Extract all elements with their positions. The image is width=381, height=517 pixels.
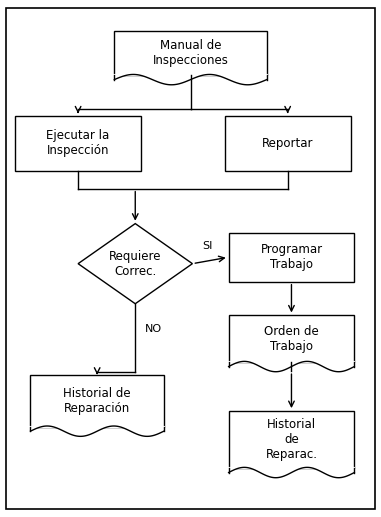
- Polygon shape: [78, 223, 192, 304]
- Bar: [15, 116, 141, 171]
- Bar: [225, 116, 351, 171]
- Polygon shape: [229, 467, 354, 478]
- Bar: [229, 411, 354, 468]
- Bar: [229, 315, 354, 362]
- Text: Manual de
Inspecciones: Manual de Inspecciones: [152, 39, 229, 67]
- Text: Orden de
Trabajo: Orden de Trabajo: [264, 325, 319, 353]
- Text: Historial de
Reparación: Historial de Reparación: [63, 387, 131, 415]
- Bar: [229, 315, 354, 362]
- Text: Reportar: Reportar: [262, 137, 314, 150]
- Text: SI: SI: [202, 241, 212, 251]
- Text: Programar
Trabajo: Programar Trabajo: [260, 243, 323, 271]
- Text: Ejecutar la
Inspección: Ejecutar la Inspección: [46, 129, 110, 158]
- Bar: [30, 375, 164, 427]
- Bar: [30, 375, 164, 427]
- Bar: [15, 116, 141, 171]
- Text: Requiere
Correc.: Requiere Correc.: [109, 250, 162, 278]
- Bar: [229, 233, 354, 282]
- FancyBboxPatch shape: [6, 8, 375, 509]
- Bar: [229, 233, 354, 282]
- Bar: [225, 116, 351, 171]
- Polygon shape: [229, 361, 354, 372]
- Bar: [229, 411, 354, 468]
- Bar: [114, 31, 267, 75]
- Bar: [114, 31, 267, 75]
- Polygon shape: [114, 74, 267, 85]
- Text: Historial
de
Reparac.: Historial de Reparac.: [266, 418, 317, 461]
- Polygon shape: [30, 426, 164, 436]
- Text: NO: NO: [145, 325, 162, 334]
